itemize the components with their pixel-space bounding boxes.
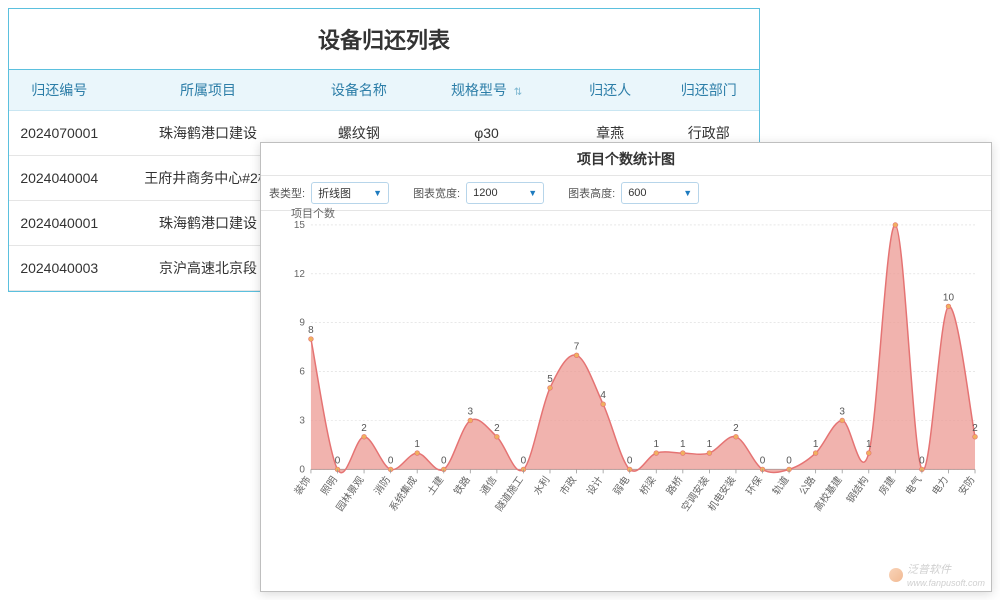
- svg-text:照明: 照明: [319, 474, 340, 497]
- svg-text:隧道施工: 隧道施工: [492, 474, 526, 514]
- table-header[interactable]: 归还部门: [658, 70, 759, 111]
- svg-text:消防: 消防: [371, 474, 393, 498]
- svg-text:12: 12: [294, 269, 306, 280]
- table-cell: 2024070001: [9, 111, 110, 156]
- chart-plot-area: 036912158020103205740111200131150102装饰照明…: [289, 219, 981, 527]
- watermark-brand: 泛普软件: [907, 564, 951, 576]
- table-header[interactable]: 归还人: [562, 70, 659, 111]
- svg-text:1: 1: [707, 439, 713, 450]
- table-cell: 2024040001: [9, 201, 110, 246]
- svg-text:安防: 安防: [955, 474, 977, 498]
- chevron-down-icon: ▼: [528, 188, 537, 198]
- chart-type-select[interactable]: 折线图 ▼: [311, 182, 389, 204]
- chart-width-label: 图表宽度:: [413, 185, 460, 201]
- svg-text:土建: 土建: [424, 474, 446, 498]
- table-header[interactable]: 规格型号 ⇅: [411, 70, 562, 111]
- svg-text:4: 4: [600, 390, 606, 401]
- table-header[interactable]: 设备名称: [307, 70, 412, 111]
- table-cell: 2024040004: [9, 156, 110, 201]
- chart-type-value: 折线图: [318, 185, 351, 201]
- svg-text:1: 1: [680, 439, 686, 450]
- svg-text:2: 2: [494, 423, 500, 434]
- svg-text:弱电: 弱电: [610, 474, 632, 498]
- svg-text:9: 9: [299, 318, 305, 329]
- chart-type-label: 表类型:: [269, 185, 305, 201]
- svg-text:0: 0: [335, 455, 341, 466]
- svg-text:8: 8: [308, 325, 314, 336]
- svg-text:电力: 电力: [929, 474, 951, 498]
- svg-text:2: 2: [361, 423, 367, 434]
- chevron-down-icon: ▼: [373, 188, 382, 198]
- svg-text:公路: 公路: [796, 474, 818, 498]
- chart-title: 项目个数统计图: [261, 143, 991, 176]
- svg-text:0: 0: [786, 455, 792, 466]
- svg-text:2: 2: [972, 423, 978, 434]
- chart-height-value: 600: [628, 187, 646, 199]
- chart-height-label: 图表高度:: [568, 185, 615, 201]
- svg-text:市政: 市政: [557, 474, 579, 498]
- brand-logo-icon: [889, 568, 903, 582]
- svg-text:设计: 设计: [583, 474, 605, 498]
- table-title: 设备归还列表: [9, 9, 759, 70]
- svg-text:6: 6: [299, 367, 305, 378]
- table-cell: 2024040003: [9, 246, 110, 291]
- svg-text:装饰: 装饰: [291, 474, 313, 498]
- svg-text:铁路: 铁路: [451, 474, 473, 498]
- svg-text:机电安装: 机电安装: [705, 474, 739, 514]
- svg-text:5: 5: [547, 374, 553, 385]
- chart-width-value: 1200: [473, 187, 497, 199]
- svg-text:15: 15: [294, 220, 306, 231]
- chart-toolbar: 表类型: 折线图 ▼ 图表宽度: 1200 ▼ 图表高度: 600 ▼: [261, 176, 991, 211]
- svg-text:0: 0: [919, 455, 925, 466]
- svg-text:2: 2: [733, 423, 739, 434]
- svg-text:10: 10: [943, 292, 955, 303]
- watermark: 泛普软件 www.fanpusoft.com: [889, 561, 985, 589]
- watermark-url: www.fanpusoft.com: [907, 578, 985, 588]
- chart-width-select[interactable]: 1200 ▼: [466, 182, 544, 204]
- svg-text:15: 15: [890, 219, 902, 222]
- svg-text:0: 0: [299, 464, 305, 475]
- svg-text:环保: 环保: [743, 474, 765, 498]
- svg-text:1: 1: [813, 439, 819, 450]
- svg-text:0: 0: [388, 455, 394, 466]
- svg-text:3: 3: [468, 407, 474, 418]
- svg-text:通信: 通信: [478, 474, 499, 497]
- svg-text:0: 0: [521, 455, 527, 466]
- svg-text:钢结构: 钢结构: [843, 474, 871, 506]
- table-header[interactable]: 归还编号: [9, 70, 110, 111]
- svg-text:3: 3: [839, 407, 845, 418]
- table-header[interactable]: 所属项目: [110, 70, 307, 111]
- svg-text:水利: 水利: [531, 474, 552, 497]
- chart-height-select[interactable]: 600 ▼: [621, 182, 699, 204]
- svg-text:系统集成: 系统集成: [386, 474, 420, 514]
- svg-text:1: 1: [653, 439, 659, 450]
- svg-text:路桥: 路桥: [663, 474, 685, 498]
- svg-text:1: 1: [414, 439, 420, 450]
- svg-text:高校基建: 高校基建: [811, 474, 845, 514]
- sort-icon: ⇅: [511, 87, 522, 98]
- svg-text:1: 1: [866, 439, 872, 450]
- chart-panel: 项目个数统计图 表类型: 折线图 ▼ 图表宽度: 1200 ▼ 图表高度: 60…: [260, 142, 992, 592]
- svg-text:桥梁: 桥梁: [637, 474, 659, 498]
- svg-text:0: 0: [760, 455, 766, 466]
- chevron-down-icon: ▼: [683, 188, 692, 198]
- svg-text:0: 0: [627, 455, 633, 466]
- chart-svg: 036912158020103205740111200131150102装饰照明…: [289, 219, 981, 527]
- svg-text:轨道: 轨道: [769, 474, 791, 498]
- svg-text:房建: 房建: [876, 474, 898, 498]
- svg-text:0: 0: [441, 455, 447, 466]
- svg-text:3: 3: [299, 415, 305, 426]
- svg-text:园林景观: 园林景观: [333, 474, 367, 514]
- svg-text:电气: 电气: [902, 474, 924, 498]
- svg-text:7: 7: [574, 341, 580, 352]
